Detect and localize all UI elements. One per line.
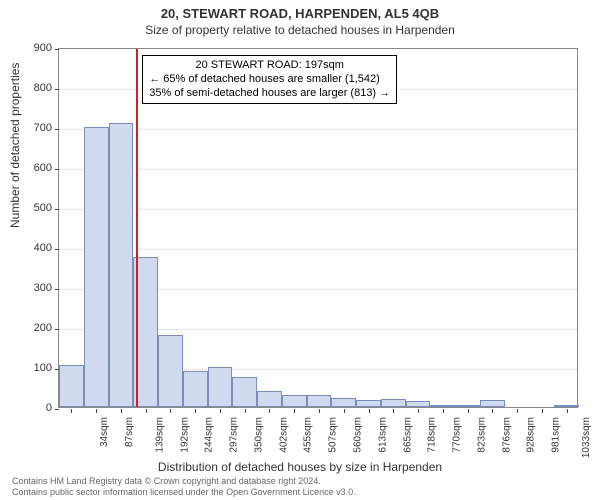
x-tick-label: 613sqm	[377, 417, 388, 453]
x-axis-label: Distribution of detached houses by size …	[0, 460, 600, 474]
x-tick-mark	[146, 409, 147, 413]
histogram-bar	[356, 400, 381, 407]
y-tick-label: 100	[22, 362, 52, 374]
plot-region: 34sqm87sqm139sqm192sqm244sqm297sqm350sqm…	[58, 48, 578, 408]
histogram-chart: 34sqm87sqm139sqm192sqm244sqm297sqm350sqm…	[58, 48, 578, 408]
x-tick-label: 192sqm	[179, 417, 190, 453]
x-tick-mark	[418, 409, 419, 413]
x-tick-mark	[443, 409, 444, 413]
y-tick-mark	[55, 249, 59, 250]
x-tick-mark	[567, 409, 568, 413]
annotation-line: 35% of semi-detached houses are larger (…	[149, 87, 390, 101]
y-tick-mark	[55, 289, 59, 290]
x-tick-label: 823sqm	[476, 417, 487, 453]
x-tick-mark	[195, 409, 196, 413]
y-tick-label: 200	[22, 322, 52, 334]
y-tick-label: 400	[22, 242, 52, 254]
y-tick-mark	[55, 49, 59, 50]
x-tick-label: 560sqm	[353, 417, 364, 453]
x-tick-label: 244sqm	[204, 417, 215, 453]
histogram-bar	[406, 401, 431, 407]
y-tick-mark	[55, 169, 59, 170]
x-tick-mark	[492, 409, 493, 413]
histogram-bar	[208, 367, 233, 407]
reference-line	[136, 49, 138, 407]
x-tick-mark	[468, 409, 469, 413]
histogram-bar	[257, 391, 282, 407]
histogram-bar	[232, 377, 257, 407]
x-tick-mark	[71, 409, 72, 413]
histogram-bar	[381, 399, 406, 407]
y-tick-mark	[55, 89, 59, 90]
x-tick-mark	[517, 409, 518, 413]
histogram-bar	[84, 127, 109, 407]
histogram-bar	[331, 398, 356, 407]
x-tick-label: 350sqm	[254, 417, 265, 453]
x-tick-mark	[344, 409, 345, 413]
x-tick-label: 402sqm	[278, 417, 289, 453]
histogram-bar	[554, 405, 579, 407]
y-tick-mark	[55, 209, 59, 210]
x-tick-label: 928sqm	[526, 417, 537, 453]
y-tick-label: 500	[22, 202, 52, 214]
y-tick-mark	[55, 409, 59, 410]
footer-attribution: Contains HM Land Registry data © Crown c…	[12, 476, 356, 498]
y-tick-label: 600	[22, 162, 52, 174]
x-tick-mark	[269, 409, 270, 413]
x-tick-label: 34sqm	[99, 417, 110, 447]
x-tick-label: 455sqm	[303, 417, 314, 453]
x-tick-mark	[220, 409, 221, 413]
x-tick-label: 507sqm	[328, 417, 339, 453]
x-tick-mark	[393, 409, 394, 413]
histogram-bar	[59, 365, 84, 407]
x-tick-mark	[294, 409, 295, 413]
y-tick-label: 0	[22, 402, 52, 414]
histogram-bar	[109, 123, 134, 407]
x-tick-label: 665sqm	[402, 417, 413, 453]
histogram-bar	[455, 405, 480, 407]
x-tick-mark	[96, 409, 97, 413]
page-subtitle: Size of property relative to detached ho…	[0, 21, 600, 41]
x-tick-mark	[121, 409, 122, 413]
y-tick-label: 300	[22, 282, 52, 294]
x-tick-mark	[369, 409, 370, 413]
page-title: 20, STEWART ROAD, HARPENDEN, AL5 4QB	[0, 0, 600, 21]
x-tick-mark	[542, 409, 543, 413]
annotation-box: 20 STEWART ROAD: 197sqm← 65% of detached…	[142, 55, 397, 104]
x-tick-label: 718sqm	[427, 417, 438, 453]
histogram-bar	[282, 395, 307, 407]
histogram-bar	[158, 335, 183, 407]
y-tick-label: 800	[22, 82, 52, 94]
x-tick-label: 139sqm	[154, 417, 165, 453]
x-tick-label: 770sqm	[452, 417, 463, 453]
x-tick-mark	[319, 409, 320, 413]
y-tick-label: 700	[22, 122, 52, 134]
x-tick-mark	[245, 409, 246, 413]
histogram-bar	[307, 395, 332, 407]
footer-line-1: Contains HM Land Registry data © Crown c…	[12, 476, 356, 487]
histogram-bar	[480, 400, 505, 407]
footer-line-2: Contains public sector information licen…	[12, 487, 356, 498]
x-tick-label: 297sqm	[229, 417, 240, 453]
y-tick-label: 900	[22, 42, 52, 54]
y-tick-mark	[55, 329, 59, 330]
x-tick-label: 1033sqm	[581, 417, 592, 458]
x-tick-label: 981sqm	[551, 417, 562, 453]
y-axis-label: Number of detached properties	[8, 63, 22, 228]
histogram-bar	[183, 371, 208, 407]
annotation-line: 20 STEWART ROAD: 197sqm	[149, 59, 390, 73]
histogram-bar	[430, 405, 455, 407]
x-tick-label: 876sqm	[501, 417, 512, 453]
x-tick-mark	[170, 409, 171, 413]
x-tick-label: 87sqm	[124, 417, 135, 447]
annotation-line: ← 65% of detached houses are smaller (1,…	[149, 73, 390, 87]
y-tick-mark	[55, 129, 59, 130]
